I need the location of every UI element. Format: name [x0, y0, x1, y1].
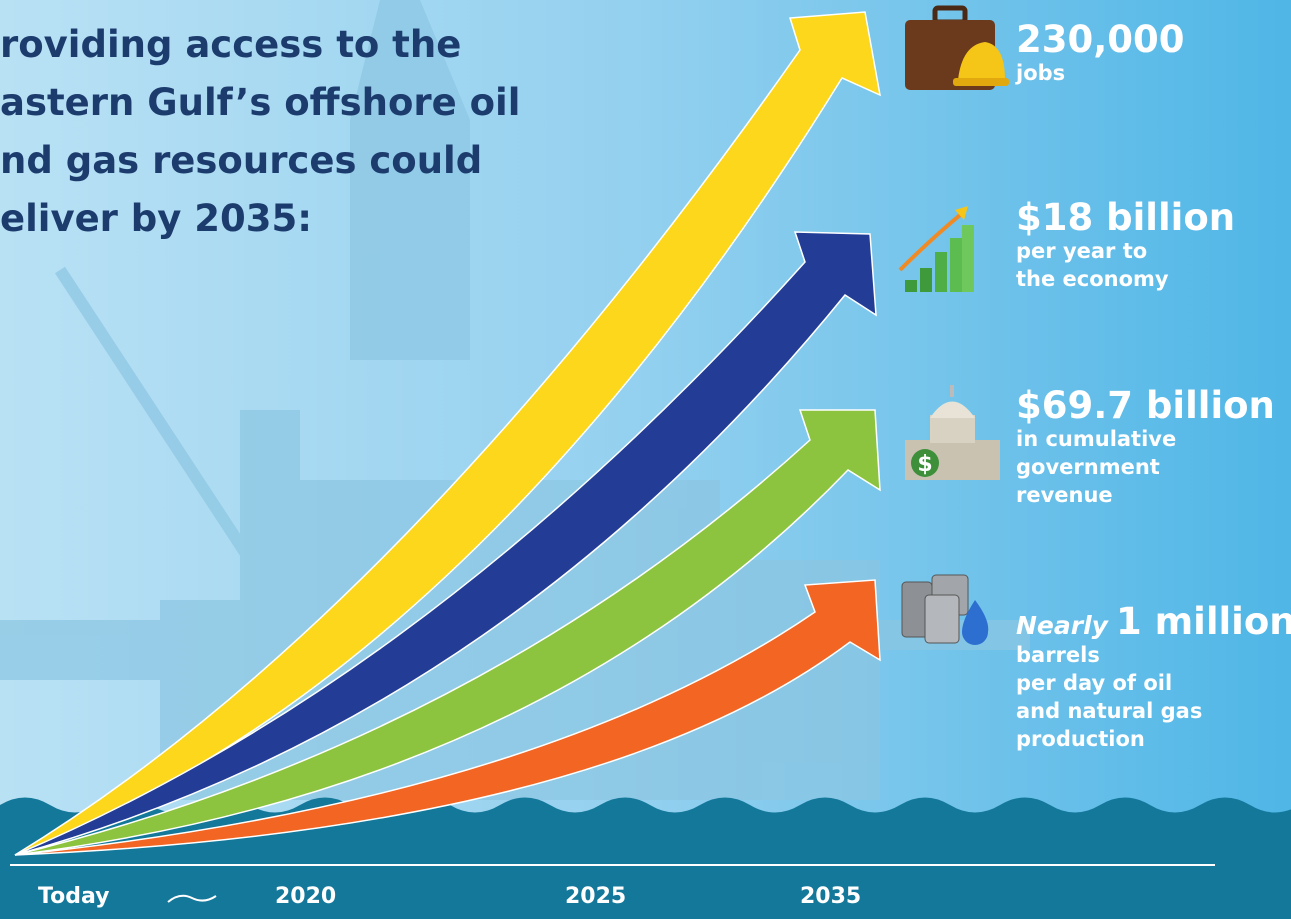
item-description: in cumulative — [1016, 427, 1176, 451]
item-value: $69.7 billion — [1016, 384, 1275, 427]
heading-line: roviding access to the — [0, 23, 461, 66]
arrows — [14, 11, 881, 856]
item-description: the economy — [1016, 267, 1169, 291]
icon-capitol: $ — [905, 385, 1000, 480]
timeline-label: 2025 — [565, 884, 626, 909]
item-value: 230,000 — [1016, 18, 1185, 61]
item-description: per year to — [1016, 239, 1147, 263]
timeline-break — [167, 894, 217, 903]
icon-growth-chart — [898, 206, 974, 292]
timeline-label: 2035 — [800, 884, 861, 909]
item-description: and natural gas — [1016, 699, 1202, 723]
item-value-text: $69.7 billion — [1016, 384, 1275, 427]
item-value-text: $18 billion — [1016, 196, 1235, 239]
arrow-blue — [14, 231, 877, 856]
heading-line: nd gas resources could — [0, 139, 482, 182]
icon-briefcase — [905, 5, 1009, 90]
item-description: production — [1016, 727, 1145, 751]
timeline-label: 2020 — [275, 884, 336, 909]
arrow-yellow — [14, 11, 881, 856]
item-description: per day of oil — [1016, 671, 1172, 695]
item-description: government — [1016, 455, 1160, 479]
item-value: Nearly 1 million — [1016, 600, 1291, 643]
dollar-sign: $ — [917, 452, 932, 477]
item-qualifier: Nearly — [1016, 611, 1110, 640]
heading-line: eliver by 2035: — [0, 197, 312, 240]
item-description: jobs — [1015, 61, 1065, 85]
item-value-text: 230,000 — [1016, 18, 1185, 61]
text-layer: roviding access to the astern Gulf’s offs… — [0, 18, 1291, 909]
item-description: barrels — [1016, 643, 1100, 667]
item-value-text: 1 million — [1116, 600, 1291, 643]
icon-barrels — [901, 574, 989, 645]
item-description: revenue — [1016, 483, 1113, 507]
timeline-label: Today — [38, 884, 109, 909]
item-value: $18 billion — [1016, 196, 1235, 239]
arrow-green — [14, 409, 881, 856]
heading-line: astern Gulf’s offshore oil — [0, 81, 520, 124]
arrow-orange — [14, 579, 881, 856]
